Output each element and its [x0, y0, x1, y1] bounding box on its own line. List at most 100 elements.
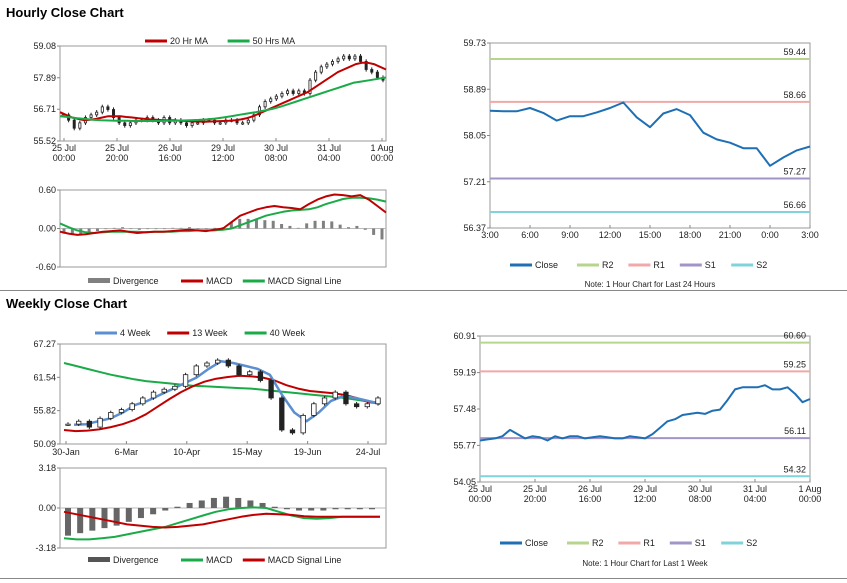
hourly-divergence-bar — [121, 227, 125, 229]
hourly-divergence-bar — [204, 228, 208, 230]
hourly-divergence-bar — [321, 220, 325, 229]
weekly-divergence-bar — [65, 508, 71, 536]
hourly-levels-x-tick-label: 18:00 — [679, 230, 702, 240]
hourly-price-candle — [269, 98, 273, 102]
hourly-levels-close-line — [489, 101, 811, 167]
hourly-levels-x-tick-label: 3:00 — [801, 230, 819, 240]
hourly-divergence-bar — [271, 220, 275, 229]
hourly-divergence-bar — [62, 228, 66, 234]
weekly-price-candle — [118, 409, 125, 413]
hourly-divergence-bar — [129, 228, 133, 230]
hourly-price-candle — [95, 111, 99, 116]
hourly-levels-x-tick-label: 21:00 — [719, 230, 742, 240]
weekly-price-candle — [225, 359, 231, 367]
hourly-price-candle — [347, 55, 351, 60]
hourly-macd-legend-swatch — [88, 278, 110, 283]
weekly-price-candle — [108, 412, 114, 419]
hourly-price-candle — [342, 55, 346, 60]
weekly-macd-y-tick-label: 3.18 — [38, 463, 56, 473]
hourly-price-candle — [196, 122, 200, 125]
weekly-price-y-tick-label: 61.54 — [33, 372, 56, 382]
weekly-price-y-tick-label: 55.82 — [33, 406, 56, 416]
hourly-divergence-bar — [229, 222, 233, 229]
weekly-price-candle — [215, 359, 221, 364]
weekly-divergence-bar — [210, 497, 217, 508]
hourly-levels-x-tick-label: 12:00 — [599, 230, 622, 240]
weekly-price-y-tick-label: 67.27 — [33, 339, 56, 349]
bottom-divider — [0, 578, 847, 579]
hourly-price-y-tick-label: 56.71 — [33, 104, 56, 114]
weekly-macd-y-tick-label: -3.18 — [35, 543, 56, 553]
weekly-levels-legend-label: S1 — [695, 538, 706, 548]
hourly-levels-legend-label: Close — [535, 260, 558, 270]
hourly-price-candle — [375, 71, 379, 78]
weekly-divergence-bar — [174, 506, 181, 508]
hourly-divergence-bar — [238, 218, 242, 229]
weekly-price-candle — [311, 403, 317, 416]
hourly-divergence-bar — [154, 228, 158, 230]
hourly-price-candle — [123, 122, 127, 126]
weekly-section-title: Weekly Close Chart — [6, 296, 128, 311]
hourly-divergence-bar — [179, 227, 183, 229]
hourly-levels-y-tick-label: 56.37 — [463, 223, 486, 233]
hourly-price-x-tick-label: 26 Jul 16:00 — [158, 143, 182, 163]
hourly-price-candle — [280, 93, 284, 97]
weekly-price-candle — [204, 362, 210, 367]
weekly-levels-s2-label: 54.32 — [783, 464, 806, 474]
weekly-price-candle — [161, 388, 167, 393]
hourly-levels-frame — [489, 42, 811, 229]
weekly-levels-x-tick-label: 26 Jul 16:00 — [578, 484, 602, 504]
weekly-price-legend-label: 40 Week — [270, 328, 306, 338]
weekly-divergence-bar — [247, 500, 254, 508]
weekly-divergence-bar — [77, 508, 84, 534]
weekly-price-candle — [257, 371, 264, 381]
weekly-levels-y-tick-label: 59.19 — [453, 368, 476, 378]
weekly-divergence-bar — [259, 502, 266, 508]
hourly-price-candle — [72, 119, 76, 129]
weekly-divergence-bar — [125, 508, 132, 522]
hourly-divergence-bar — [171, 227, 175, 229]
hourly-price-candle — [319, 66, 323, 73]
hourly-price-candle — [364, 61, 368, 70]
weekly-divergence-bar — [271, 506, 278, 508]
hourly-divergence-bar — [347, 227, 351, 229]
hourly-divergence-bar — [338, 224, 342, 229]
hourly-levels-y-tick-label: 57.21 — [463, 177, 486, 187]
weekly-divergence-bar — [283, 508, 290, 510]
hourly-price-candle — [112, 109, 116, 118]
hourly-price-y-tick-label: 55.52 — [33, 136, 56, 146]
weekly-levels-close-line — [479, 384, 811, 442]
weekly-price-candle — [343, 391, 349, 405]
weekly-price-x-tick-label: 24-Jul — [356, 447, 381, 457]
hourly-levels-y-tick-label: 58.05 — [463, 131, 486, 141]
weekly-divergence-bar — [296, 508, 303, 511]
hourly-price-x-tick-label: 29 Jul 12:00 — [211, 143, 235, 163]
hourly-price-candle — [128, 122, 132, 126]
hourly-divergence-bar — [137, 228, 141, 230]
weekly-price-x-tick-label: 6-Mar — [115, 447, 139, 457]
hourly-divergence-bar — [246, 218, 250, 229]
hourly-price-candle — [353, 55, 357, 60]
hourly-levels-note: Note: 1 Hour Chart for Last 24 Hours — [585, 280, 716, 289]
weekly-price-candle — [172, 385, 178, 390]
hourly-levels-legend-label: S1 — [705, 260, 716, 270]
hourly-divergence-bar — [296, 227, 300, 229]
hourly-ma20-line — [59, 61, 387, 123]
weekly-macd-y-tick-label: 0.00 — [38, 503, 56, 513]
hourly-price-candle — [89, 114, 93, 118]
weekly-price-x-tick-label: 30-Jan — [52, 447, 80, 457]
hourly-divergence-bar — [196, 228, 200, 230]
hourly-price-candle — [325, 63, 329, 68]
hourly-levels-x-tick-label: 6:00 — [521, 230, 539, 240]
weekly-divergence-bar — [320, 508, 327, 511]
weekly-divergence-bar — [344, 508, 351, 510]
hourly-price-legend-label: 50 Hrs MA — [253, 36, 296, 46]
hourly-divergence-bar — [188, 227, 192, 229]
weekly-divergence-bar — [356, 508, 363, 510]
weekly-levels-y-tick-label: 60.91 — [453, 331, 476, 341]
weekly-signal-line — [63, 510, 380, 529]
hourly-macd-y-tick-label: -0.60 — [35, 262, 56, 272]
hourly-price-x-tick-label: 1 Aug 00:00 — [370, 143, 393, 163]
hourly-price-candle — [359, 55, 363, 62]
